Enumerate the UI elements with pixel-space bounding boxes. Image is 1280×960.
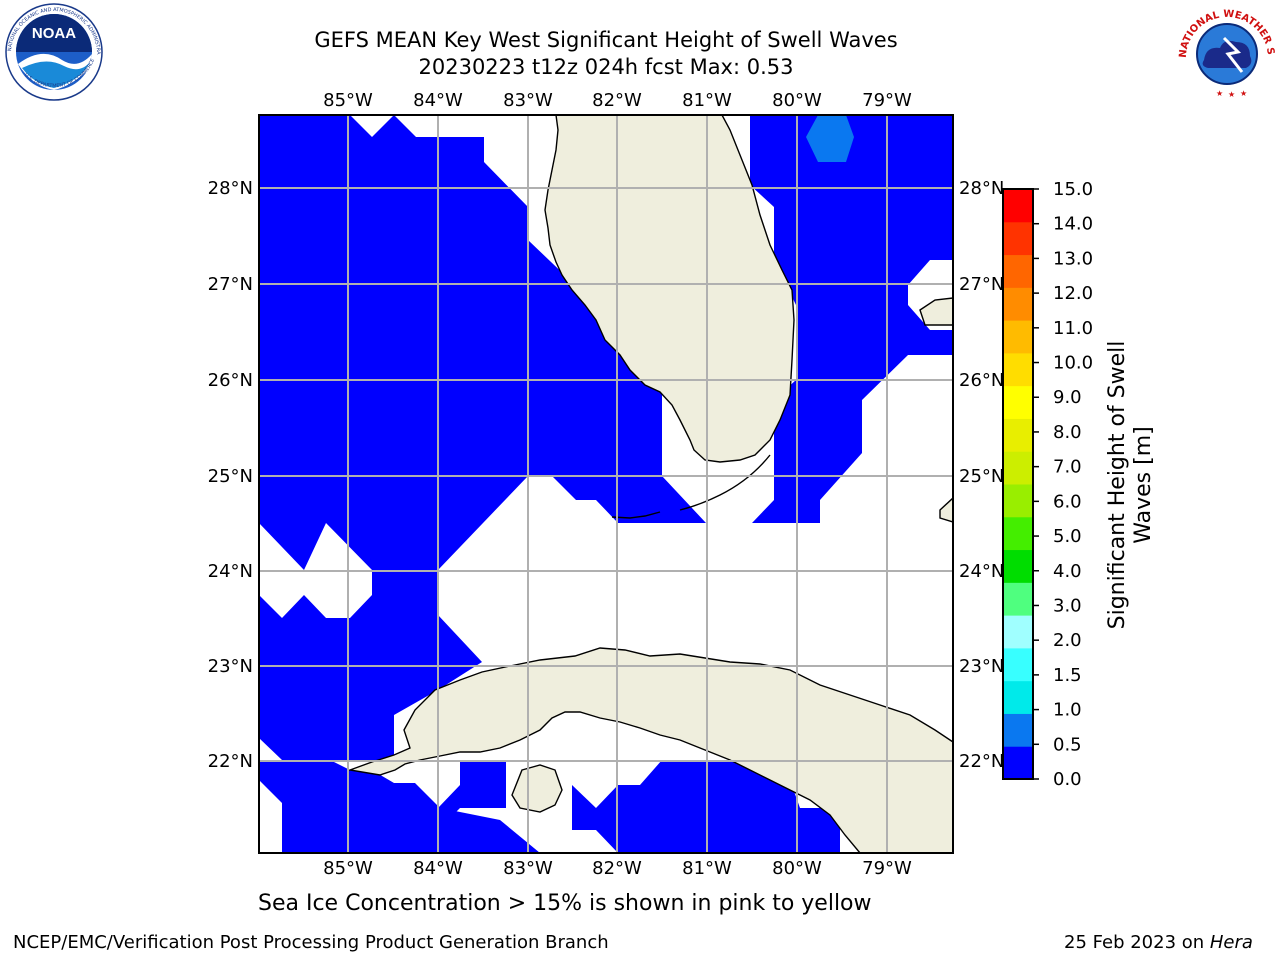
- lon-label: 85°W: [323, 90, 373, 111]
- colorbar-segment: [1003, 221, 1033, 256]
- lat-label: 25°N: [959, 466, 1004, 487]
- colorbar-tick-label: 3.0: [1053, 595, 1082, 616]
- sea-ice-caption: Sea Ice Concentration > 15% is shown in …: [258, 891, 872, 916]
- chart-subtitle: 20230223 t12z 024h fcst Max: 0.53: [418, 55, 794, 79]
- lat-label: 28°N: [208, 178, 253, 199]
- colorbar-segment: [1003, 254, 1033, 288]
- colorbar-segment: [1003, 189, 1033, 223]
- colorbar-tick-label: 0.0: [1053, 769, 1082, 790]
- colorbar-label-units: Waves [m]: [1131, 426, 1156, 543]
- colorbar-segment: [1003, 746, 1033, 780]
- colorbar-label: Significant Height of Swell: [1105, 341, 1130, 630]
- colorbar-tick-label: 11.0: [1053, 318, 1093, 339]
- lat-label: 26°N: [208, 370, 253, 391]
- map-gridlines: [259, 115, 953, 853]
- lat-label: 22°N: [208, 751, 253, 772]
- lon-label: 81°W: [682, 858, 732, 879]
- lon-label: 82°W: [592, 90, 642, 111]
- svg-text:★: ★: [1240, 89, 1247, 98]
- chart-title: GEFS MEAN Key West Significant Height of…: [314, 28, 898, 52]
- colorbar-tick-label: 4.0: [1053, 561, 1082, 582]
- lon-label: 83°W: [503, 858, 553, 879]
- lon-label: 80°W: [772, 858, 822, 879]
- colorbar-segment: [1003, 385, 1033, 419]
- colorbar-segment: [1003, 352, 1033, 387]
- noaa-logo-icon: NOAA NATIONAL OCEANIC AND ATMOSPHERIC AD…: [2, 2, 103, 101]
- noaa-logo-text: NOAA: [32, 25, 76, 42]
- lon-label: 84°W: [413, 858, 463, 879]
- svg-text:★: ★: [1216, 89, 1223, 98]
- lat-label: 27°N: [959, 274, 1004, 295]
- colorbar-tick-label: 12.0: [1053, 283, 1093, 304]
- lat-label: 26°N: [959, 370, 1004, 391]
- lat-label: 24°N: [208, 561, 253, 582]
- colorbar-frame: [1002, 188, 1034, 780]
- colorbar-tick-label: 10.0: [1053, 353, 1093, 374]
- lon-label: 82°W: [592, 858, 642, 879]
- colorbar-segment: [1003, 418, 1033, 452]
- colorbar-tick-label: 13.0: [1053, 248, 1093, 269]
- lon-labels-top: 85°W 84°W 83°W 82°W 81°W 80°W 79°W: [323, 90, 912, 111]
- colorbar-segment: [1003, 615, 1033, 649]
- footer-host: Hera: [1209, 932, 1253, 953]
- colorbar-tick-label: 9.0: [1053, 387, 1082, 408]
- lat-label: 27°N: [208, 274, 253, 295]
- colorbar-segment: [1003, 549, 1033, 583]
- lat-labels-right: 28°N 27°N 26°N 25°N 24°N 23°N 22°N: [959, 178, 1004, 772]
- colorbar-segment: [1003, 713, 1033, 747]
- lat-label: 25°N: [208, 466, 253, 487]
- lat-label: 23°N: [208, 656, 253, 677]
- colorbar-tick-label: 14.0: [1053, 214, 1093, 235]
- colorbar-segment: [1003, 287, 1033, 321]
- lat-labels-left: 28°N 27°N 26°N 25°N 24°N 23°N 22°N: [208, 178, 253, 772]
- lat-label: 24°N: [959, 561, 1004, 582]
- swell-field-mid: [806, 115, 854, 162]
- footer-date: 25 Feb 2023 on Hera: [1064, 932, 1253, 953]
- footer-credit: NCEP/EMC/Verification Post Processing Pr…: [13, 932, 609, 953]
- lon-label: 84°W: [413, 90, 463, 111]
- svg-text:★: ★: [1228, 90, 1235, 99]
- colorbar-tick-label: 7.0: [1053, 457, 1082, 478]
- footer-date-text: 25 Feb 2023 on: [1064, 932, 1210, 953]
- colorbar-segment: [1003, 451, 1033, 485]
- colorbar-tick-label: 5.0: [1053, 526, 1082, 547]
- colorbar: [1002, 188, 1034, 780]
- lat-label: 28°N: [959, 178, 1004, 199]
- lon-label: 81°W: [682, 90, 732, 111]
- colorbar-segment: [1003, 680, 1033, 714]
- florida-land: [544, 115, 795, 463]
- colorbar-tick-label: 15.0: [1053, 179, 1093, 200]
- colorbar-segment: [1003, 582, 1033, 616]
- lat-label: 23°N: [959, 656, 1004, 677]
- colorbar-segment: [1003, 320, 1033, 354]
- colorbar-tick-label: 1.5: [1053, 665, 1082, 686]
- colorbar-ticks: 15.0 14.0 13.0 12.0 11.0 10.0 9.0 8.0 7.0 6.0 5.0 4…: [1033, 179, 1093, 790]
- lon-label: 79°W: [862, 90, 912, 111]
- lon-label: 85°W: [323, 858, 373, 879]
- colorbar-tick-label: 2.0: [1053, 630, 1082, 651]
- colorbar-segment: [1003, 516, 1033, 551]
- colorbar-tick-label: 1.0: [1053, 700, 1082, 721]
- lat-label: 22°N: [959, 751, 1004, 772]
- lon-label: 83°W: [503, 90, 553, 111]
- colorbar-tick-label: 0.5: [1053, 734, 1082, 755]
- lon-labels-bottom: 85°W 84°W 83°W 82°W 81°W 80°W 79°W: [323, 858, 912, 879]
- colorbar-tick-label: 8.0: [1053, 422, 1082, 443]
- nws-logo-icon: NATIONAL WEATHER SERVICE ★ ★ ★: [1176, 2, 1276, 100]
- lon-label: 80°W: [772, 90, 822, 111]
- map-frame: [258, 114, 954, 854]
- colorbar-segment: [1003, 647, 1033, 682]
- lon-label: 79°W: [862, 858, 912, 879]
- colorbar-segment: [1003, 484, 1033, 518]
- colorbar-tick-label: 6.0: [1053, 491, 1082, 512]
